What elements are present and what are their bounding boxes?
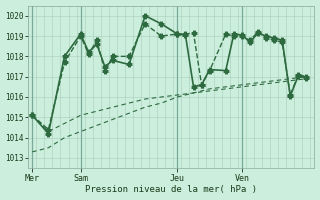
- X-axis label: Pression niveau de la mer( hPa ): Pression niveau de la mer( hPa ): [85, 185, 257, 194]
